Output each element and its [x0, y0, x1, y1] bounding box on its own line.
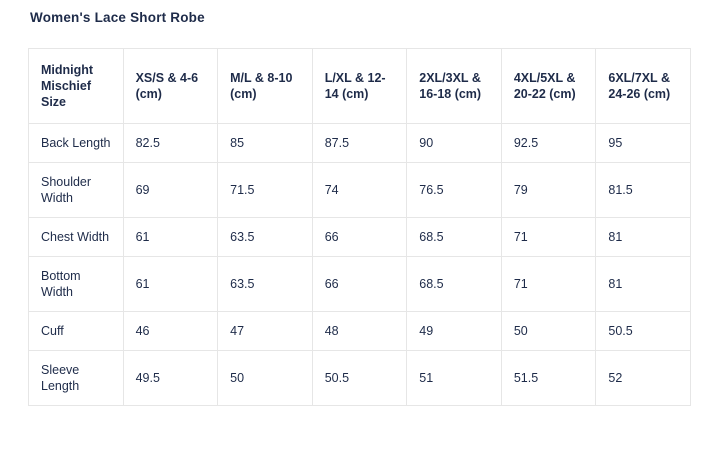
measurement-row-label: Shoulder Width: [28, 162, 124, 218]
measurement-value-cell: 50: [500, 311, 597, 351]
size-column-header: XS/S & 4-6 (cm): [122, 48, 219, 124]
page: Women's Lace Short Robe Midnight Mischie…: [28, 10, 691, 406]
measurement-value-cell: 66: [311, 217, 408, 257]
measurement-value-cell: 85: [217, 123, 313, 163]
measurement-value-cell: 81: [595, 256, 691, 312]
measurement-row-label: Chest Width: [28, 217, 124, 257]
measurement-value-cell: 69: [122, 162, 219, 218]
measurement-value-cell: 51.5: [500, 350, 597, 406]
page-title: Women's Lace Short Robe: [30, 10, 205, 25]
measurement-value-cell: 68.5: [406, 217, 502, 257]
measurement-value-cell: 68.5: [406, 256, 502, 312]
measurement-value-cell: 49.5: [122, 350, 219, 406]
measurement-value-cell: 71: [500, 217, 597, 257]
measurement-value-cell: 63.5: [217, 256, 313, 312]
measurement-value-cell: 61: [122, 217, 219, 257]
measurement-value-cell: 90: [406, 123, 502, 163]
measurement-value-cell: 92.5: [500, 123, 597, 163]
size-chart-body: Back Length 82.5 85 87.5 90 92.5 95 Shoulder Wi…: [28, 123, 691, 406]
measurement-value-cell: 61: [122, 256, 219, 312]
measurement-value-cell: 46: [122, 311, 219, 351]
measurement-value-cell: 76.5: [406, 162, 502, 218]
size-column-header: 2XL/3XL & 16-18 (cm): [406, 48, 502, 124]
table-row: Shoulder Width 69 71.5 74 76.5 79 81.5: [28, 162, 691, 218]
measurement-value-cell: 81.5: [595, 162, 691, 218]
measurement-value-cell: 71: [500, 256, 597, 312]
table-row: Cuff 46 47 48 49 50 50.5: [28, 311, 691, 351]
measurement-value-cell: 87.5: [311, 123, 408, 163]
size-chart-table: Midnight Mischief Size XS/S & 4-6 (cm) M/…: [28, 48, 691, 406]
measurement-row-label: Bottom Width: [28, 256, 124, 312]
measurement-value-cell: 63.5: [217, 217, 313, 257]
measurement-value-cell: 71.5: [217, 162, 313, 218]
table-row: Bottom Width 61 63.5 66 68.5 71 81: [28, 256, 691, 312]
measurement-row-label: Cuff: [28, 311, 124, 351]
measurement-value-cell: 95: [595, 123, 691, 163]
measurement-value-cell: 50: [217, 350, 313, 406]
size-column-header: 6XL/7XL & 24-26 (cm): [595, 48, 691, 124]
measurement-value-cell: 47: [217, 311, 313, 351]
corner-header-cell: Midnight Mischief Size: [28, 48, 124, 124]
table-row: Sleeve Length 49.5 50 50.5 51 51.5 52: [28, 350, 691, 406]
table-row: Back Length 82.5 85 87.5 90 92.5 95: [28, 123, 691, 163]
size-chart-header-row: Midnight Mischief Size XS/S & 4-6 (cm) M/…: [28, 48, 691, 124]
measurement-value-cell: 82.5: [122, 123, 219, 163]
size-column-header: M/L & 8-10 (cm): [217, 48, 313, 124]
measurement-row-label: Sleeve Length: [28, 350, 124, 406]
size-column-header: 4XL/5XL & 20-22 (cm): [500, 48, 597, 124]
measurement-value-cell: 79: [500, 162, 597, 218]
measurement-value-cell: 49: [406, 311, 502, 351]
measurement-value-cell: 74: [311, 162, 408, 218]
measurement-row-label: Back Length: [28, 123, 124, 163]
measurement-value-cell: 50.5: [311, 350, 408, 406]
measurement-value-cell: 81: [595, 217, 691, 257]
size-column-header: L/XL & 12-14 (cm): [311, 48, 408, 124]
table-row: Chest Width 61 63.5 66 68.5 71 81: [28, 217, 691, 257]
measurement-value-cell: 50.5: [595, 311, 691, 351]
measurement-value-cell: 52: [595, 350, 691, 406]
measurement-value-cell: 48: [311, 311, 408, 351]
measurement-value-cell: 51: [406, 350, 502, 406]
measurement-value-cell: 66: [311, 256, 408, 312]
